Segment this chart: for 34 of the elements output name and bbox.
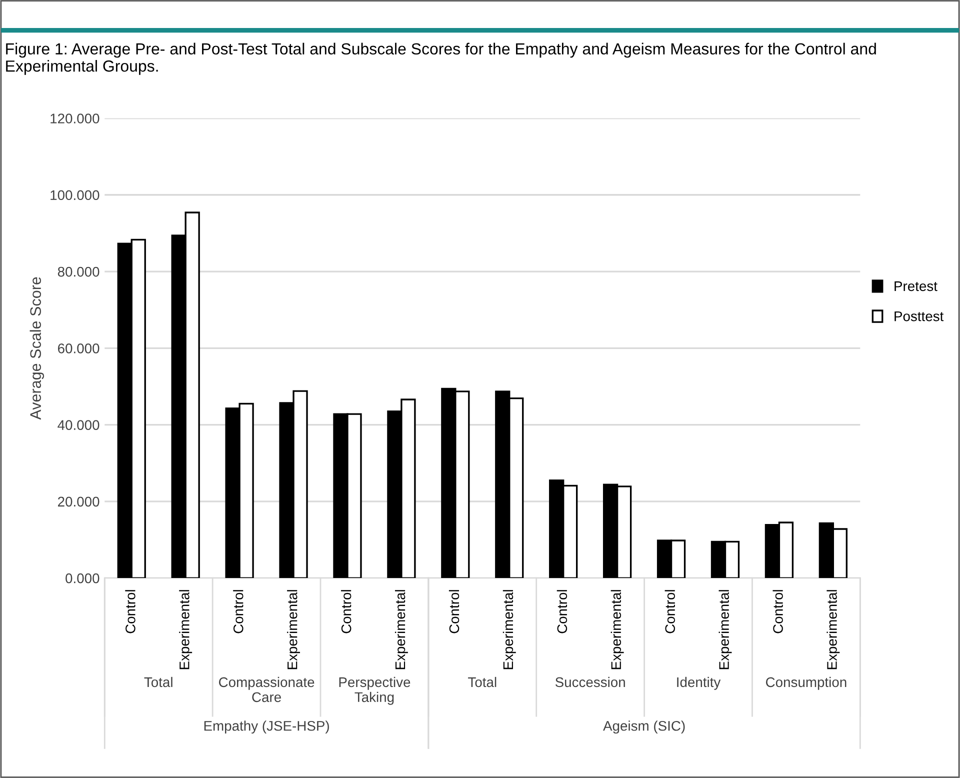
text: Compassionate Care [218, 676, 314, 702]
text: Total [144, 676, 172, 688]
y-tick-label: 20.000 [58, 496, 100, 507]
y-tick-label: 80.000 [58, 266, 100, 277]
legend-label: Pretest [894, 281, 938, 292]
y-tick-label: 60.000 [58, 343, 100, 354]
text: Succession [555, 676, 625, 688]
x-tick-label: Control [448, 590, 460, 634]
x-tick-label: Experimental [502, 590, 516, 670]
text: Ageism (SIC) [603, 720, 685, 734]
legend-label: Posttest [894, 312, 944, 322]
x-tick-label: Experimental [826, 590, 840, 670]
x-tick-label: Control [664, 590, 676, 634]
text: Empathy (JSE-HSP) [204, 720, 329, 734]
x-tick-label: Control [772, 590, 783, 634]
x-tick-label: Control [341, 590, 352, 634]
text: Total [468, 676, 496, 688]
x-tick-label: Control [125, 590, 136, 634]
x-tick-label: Control [233, 590, 244, 634]
x-tick-label: Experimental [287, 590, 300, 670]
chart-title: Figure 1: Average Pre- and Post-Test Total and Subscale Scores for the Empathy and Ageism Measures for the Control and Experimental Groups. [6, 42, 876, 75]
y-tick-label: 0.000 [66, 573, 100, 584]
y-axis-title: Average Scale Score [30, 277, 44, 420]
text: Identity [677, 676, 721, 690]
y-tick-label: 100.000 [50, 190, 100, 200]
text: Perspective Taking [339, 676, 410, 705]
y-tick-label: 120.000 [50, 114, 100, 124]
text: Consumption [766, 676, 846, 690]
x-tick-label: Experimental [179, 590, 192, 670]
x-tick-label: Experimental [394, 590, 408, 670]
x-tick-label: Experimental [718, 590, 732, 670]
x-tick-label: Experimental [610, 590, 624, 670]
x-tick-label: Control [556, 590, 568, 634]
y-tick-label: 40.000 [58, 420, 100, 430]
